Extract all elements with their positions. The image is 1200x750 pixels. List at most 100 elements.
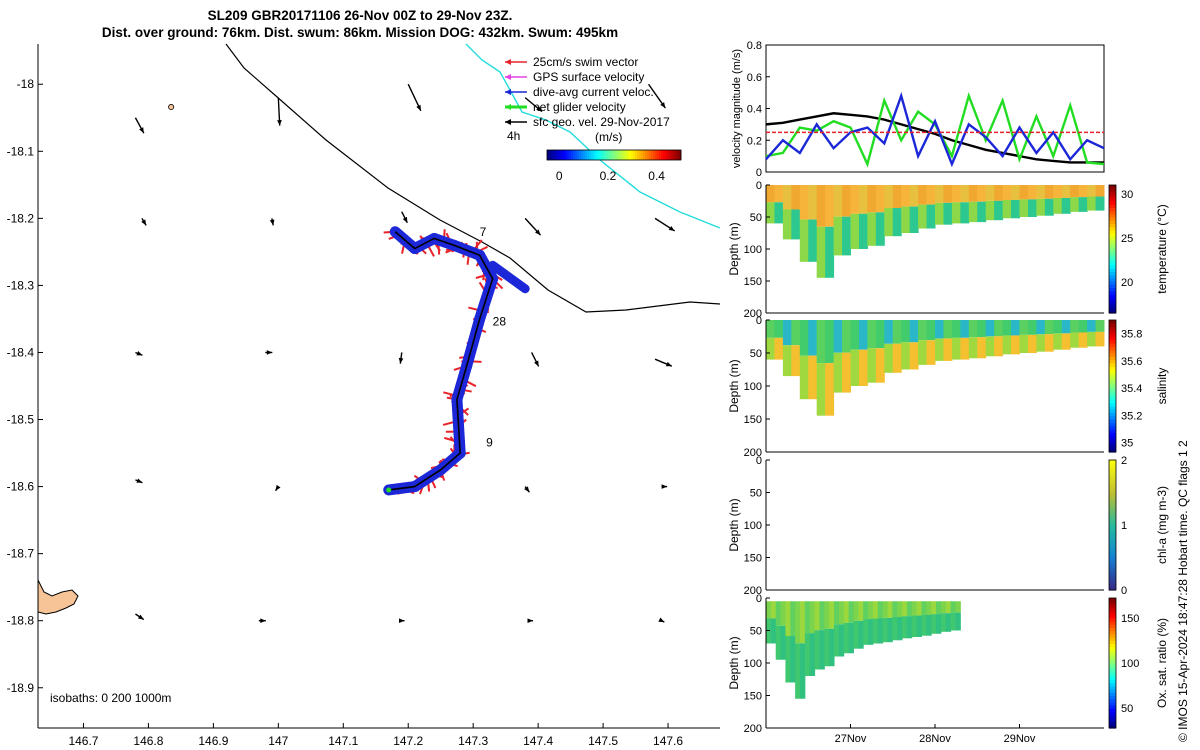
colorbar-cell bbox=[1109, 502, 1116, 507]
profile-data-cell bbox=[892, 601, 898, 618]
profile-data-cell bbox=[804, 601, 811, 634]
credit-text: © IMOS 15-Apr-2024 18:47:28 Hobart time.… bbox=[1176, 440, 1190, 742]
colorbar-cell bbox=[1109, 386, 1116, 390]
profile-data-cell bbox=[955, 612, 961, 631]
colorbar-cell bbox=[679, 150, 682, 160]
colorbar-cell bbox=[1109, 419, 1116, 423]
colorbar-cell bbox=[1109, 194, 1116, 199]
time-tick-label: 29Nov bbox=[1004, 733, 1036, 745]
colorbar-cell bbox=[575, 150, 578, 160]
geo-velocity-arrowhead bbox=[398, 357, 404, 364]
colorbar-cell bbox=[623, 150, 626, 160]
profile-data-cell bbox=[850, 213, 860, 249]
profile-data-cell bbox=[985, 336, 995, 357]
colorbar-cell bbox=[1109, 343, 1116, 347]
profile-data-cell bbox=[1095, 331, 1105, 347]
map-x-tick-label: 147 bbox=[268, 734, 288, 748]
geo-velocity-arrowhead bbox=[141, 219, 147, 226]
profile-data-cell bbox=[892, 617, 898, 641]
profile-data-cell bbox=[850, 349, 860, 386]
profile-data-cell bbox=[858, 620, 864, 649]
profile-depth-tick-label: 150 bbox=[744, 553, 762, 565]
track-day-label: 7 bbox=[480, 225, 487, 239]
profile-data-cell bbox=[775, 625, 782, 660]
colorbar-cell bbox=[585, 150, 588, 160]
colorbar-cell bbox=[645, 150, 648, 160]
profile-data-cell bbox=[858, 320, 868, 350]
colorbar-cell bbox=[1109, 489, 1116, 494]
legend-label: GPS surface velocity bbox=[533, 70, 644, 84]
profile-data-cell bbox=[799, 320, 809, 356]
profile-data-cell bbox=[931, 614, 937, 634]
profile-data-cell bbox=[1002, 335, 1012, 355]
profile-data-cell bbox=[968, 337, 978, 359]
profile-data-cell bbox=[918, 204, 928, 229]
profile-data-cell bbox=[968, 185, 978, 202]
colorbar-cell bbox=[1109, 320, 1116, 324]
profile-data-cell bbox=[960, 185, 970, 203]
colorbar-cell bbox=[1109, 287, 1116, 292]
colorbar-cell bbox=[1109, 672, 1116, 677]
profile-data-cell bbox=[808, 320, 818, 356]
profile-data-cell bbox=[950, 612, 956, 631]
colorbar-cell bbox=[1109, 721, 1116, 726]
colorbar-cell bbox=[1109, 518, 1116, 523]
profile-data-cell bbox=[1019, 199, 1029, 217]
colorbar-cell bbox=[1109, 531, 1116, 536]
colorbar-cell bbox=[1109, 695, 1116, 700]
colorbar-cell bbox=[1109, 718, 1116, 723]
colorbar-cell bbox=[1109, 656, 1116, 661]
geo-velocity-arrowhead bbox=[660, 102, 666, 109]
colorbar-cell bbox=[1109, 362, 1116, 367]
profile-data-cell bbox=[884, 185, 894, 209]
profile-data-cell bbox=[926, 185, 936, 205]
profile-data-cell bbox=[968, 320, 978, 338]
colorbar-cell bbox=[1109, 521, 1116, 526]
map-x-tick-label: 147.2 bbox=[393, 734, 423, 748]
colorbar-cell bbox=[1109, 191, 1116, 196]
colorbar-cell bbox=[561, 150, 564, 160]
colorbar-tick-label: 1 bbox=[1121, 520, 1127, 532]
profile-data-cell bbox=[994, 336, 1004, 357]
map-y-tick-label: -18 bbox=[17, 77, 35, 91]
colorbar-cell bbox=[659, 150, 662, 160]
profile-y-label: Depth (m) bbox=[727, 359, 741, 412]
geo-velocity-arrowhead bbox=[534, 360, 539, 367]
colorbar-tick-label: 35 bbox=[1121, 437, 1133, 449]
colorbar-cell bbox=[1109, 284, 1116, 288]
profile-data-cell bbox=[1061, 197, 1071, 214]
geo-velocity-arrowhead bbox=[665, 361, 672, 367]
colorbar-cell bbox=[1109, 229, 1116, 234]
profile-data-cell bbox=[887, 601, 893, 618]
profile-data-cell bbox=[1095, 185, 1105, 197]
colorbar-cell bbox=[603, 150, 606, 160]
profile-data-cell bbox=[799, 355, 809, 400]
profile-data-cell bbox=[843, 622, 850, 654]
profile-data-cell bbox=[892, 343, 902, 373]
colorbar-cell bbox=[607, 150, 610, 160]
profile-data-cell bbox=[824, 628, 830, 667]
profile-data-cell bbox=[882, 601, 888, 618]
colorbar-cell bbox=[597, 150, 600, 160]
profile-data-cell bbox=[799, 219, 809, 262]
geo-velocity-arrowhead bbox=[137, 614, 144, 620]
profile-data-cell bbox=[800, 601, 806, 644]
profile-data-cell bbox=[1087, 331, 1097, 347]
profile-data-cell bbox=[918, 340, 928, 365]
profile-data-cell bbox=[1053, 185, 1063, 198]
profile-data-cell bbox=[790, 636, 796, 683]
profile-data-cell bbox=[799, 185, 809, 220]
colorbar-cell bbox=[1109, 268, 1116, 272]
colorbar-tick-label: 50 bbox=[1121, 703, 1133, 715]
profile-data-cell bbox=[834, 601, 840, 625]
colorbar-cell bbox=[1109, 541, 1116, 546]
profile-data-cell bbox=[804, 633, 811, 676]
legend-arrowhead bbox=[505, 74, 511, 80]
profile-data-cell bbox=[943, 202, 953, 225]
colorbar-cell bbox=[1109, 353, 1116, 357]
legend-arrowhead bbox=[505, 119, 511, 125]
colorbar-cell bbox=[1109, 627, 1116, 632]
profile-data-cell bbox=[770, 618, 777, 644]
profile-data-cell bbox=[791, 345, 801, 377]
profile-data-cell bbox=[926, 204, 936, 229]
